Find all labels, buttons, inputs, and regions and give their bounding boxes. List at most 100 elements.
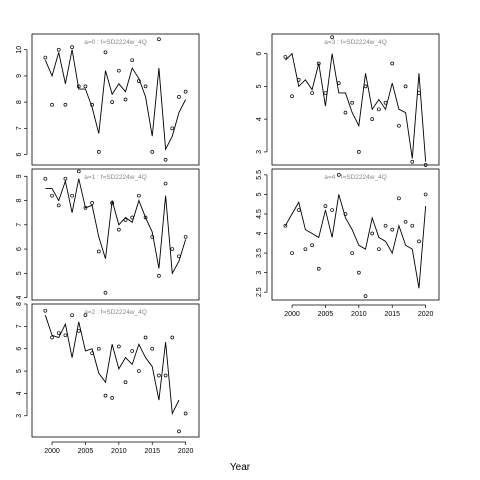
panel-frame bbox=[31, 303, 200, 438]
fitted-line bbox=[44, 315, 180, 416]
observed-point bbox=[423, 163, 428, 167]
x-tick-label: 2005 bbox=[78, 448, 94, 455]
fitted-line bbox=[45, 178, 187, 275]
observed-point bbox=[410, 223, 415, 228]
observed-point bbox=[350, 100, 355, 105]
observed-point bbox=[123, 218, 128, 222]
observed-point bbox=[330, 208, 334, 212]
y-tick-label: 8 bbox=[16, 198, 23, 202]
observed-point bbox=[143, 84, 148, 89]
observed-point bbox=[177, 429, 181, 434]
observed-point bbox=[170, 126, 175, 131]
observed-point bbox=[96, 150, 101, 154]
fitted-line bbox=[285, 52, 427, 162]
observed-point bbox=[350, 251, 355, 255]
x-tick-label: 2020 bbox=[178, 448, 194, 455]
observed-point bbox=[76, 84, 81, 89]
observed-point bbox=[410, 159, 415, 164]
observed-point bbox=[390, 61, 395, 66]
observed-point bbox=[356, 270, 361, 275]
y-tick-label: 9 bbox=[16, 74, 23, 78]
observed-point bbox=[296, 77, 301, 82]
panel-0: a=0 : f=SD2224w_4Q 6 7 8 9 10 bbox=[16, 33, 200, 166]
observed-point bbox=[377, 247, 381, 252]
observed-point bbox=[397, 123, 401, 128]
y-tick-label: 10 bbox=[16, 46, 23, 54]
observed-point bbox=[336, 173, 341, 177]
panel-frame bbox=[31, 33, 200, 166]
observed-point bbox=[150, 346, 155, 351]
observed-point bbox=[283, 223, 288, 228]
observed-point bbox=[163, 373, 168, 378]
x-axis-label: Year bbox=[230, 462, 251, 473]
y-tick-label: 6 bbox=[16, 152, 23, 156]
y-tick-label: 3 bbox=[256, 271, 263, 275]
panel-2: a=1 : f=SD2224w_4Q 4 5 6 7 8 9 bbox=[16, 168, 200, 301]
observed-point bbox=[103, 393, 108, 398]
y-tick-label: 4.5 bbox=[256, 209, 263, 219]
x-tick-label: 2020 bbox=[418, 311, 434, 318]
observed-point bbox=[130, 58, 135, 63]
y-tick-label: 4 bbox=[256, 231, 263, 235]
observed-point bbox=[157, 373, 161, 378]
observed-point bbox=[116, 344, 121, 349]
y-tick-label: 7 bbox=[16, 126, 23, 130]
observed-point bbox=[283, 55, 288, 59]
observed-point bbox=[50, 335, 54, 340]
observed-point bbox=[83, 313, 88, 318]
panel-title: a=4 : f=SD2224w_4Q bbox=[324, 174, 387, 181]
observed-point bbox=[343, 212, 348, 216]
observed-point bbox=[383, 223, 388, 228]
observed-point bbox=[343, 110, 348, 115]
observed-point bbox=[130, 349, 135, 353]
observed-point bbox=[170, 247, 175, 251]
observed-point bbox=[63, 333, 68, 338]
observed-point bbox=[336, 81, 341, 85]
observed-point bbox=[363, 84, 368, 89]
observed-point bbox=[417, 239, 421, 244]
y-tick-label: 7 bbox=[16, 223, 23, 227]
y-tick-label: 4 bbox=[256, 117, 263, 121]
observed-point bbox=[177, 95, 181, 99]
y-tick-label: 5.5 bbox=[256, 170, 263, 180]
y-tick-label: 5 bbox=[256, 84, 263, 88]
y-tick-label: 6 bbox=[16, 347, 23, 351]
panel-title: a=0 : f=SD2224w_4Q bbox=[84, 39, 147, 46]
y-tick-label: 4 bbox=[16, 391, 23, 395]
observed-point bbox=[290, 94, 294, 99]
observed-point bbox=[143, 215, 148, 220]
observed-point bbox=[377, 107, 381, 112]
panel-title: a=2 : f=SD2224w_4Q bbox=[84, 309, 147, 316]
panel-frame bbox=[271, 168, 440, 301]
observed-point bbox=[123, 380, 128, 385]
observed-point bbox=[383, 100, 388, 105]
observed-point bbox=[316, 266, 321, 271]
observed-point bbox=[96, 346, 101, 351]
x-tick-label: 2010 bbox=[351, 311, 367, 318]
observed-point bbox=[76, 169, 81, 174]
fitted-line bbox=[44, 49, 187, 151]
observed-point bbox=[103, 50, 108, 55]
observed-point bbox=[50, 193, 54, 198]
observed-point bbox=[83, 84, 88, 89]
observed-point bbox=[183, 89, 188, 94]
y-tick-label: 5 bbox=[256, 192, 263, 196]
observed-point bbox=[56, 47, 61, 52]
observed-point bbox=[163, 181, 168, 186]
panel-frame bbox=[31, 168, 200, 301]
y-tick-label: 6 bbox=[16, 247, 23, 251]
y-tick-label: 8 bbox=[16, 100, 23, 104]
panel-4: a=2 : f=SD2224w_4Q 3 4 5 6 7 8 2000 2005 2010 2015… bbox=[16, 302, 200, 455]
y-tick-label: 9 bbox=[16, 174, 23, 178]
observed-point bbox=[70, 193, 74, 198]
y-tick-label: 3 bbox=[16, 414, 23, 418]
observed-point bbox=[110, 100, 115, 104]
observed-point bbox=[83, 205, 88, 210]
observed-point bbox=[310, 91, 314, 95]
observed-point bbox=[43, 176, 48, 181]
x-tick-label: 2015 bbox=[144, 448, 160, 455]
panel-title: a=1 : f=SD2224w_4Q bbox=[84, 174, 147, 181]
y-tick-label: 2.5 bbox=[256, 287, 263, 297]
panel-3: a=4 : f=SD2224w_4Q 2.5 3 3.5 4 4.5 5 5.5 2000 200… bbox=[256, 168, 440, 318]
